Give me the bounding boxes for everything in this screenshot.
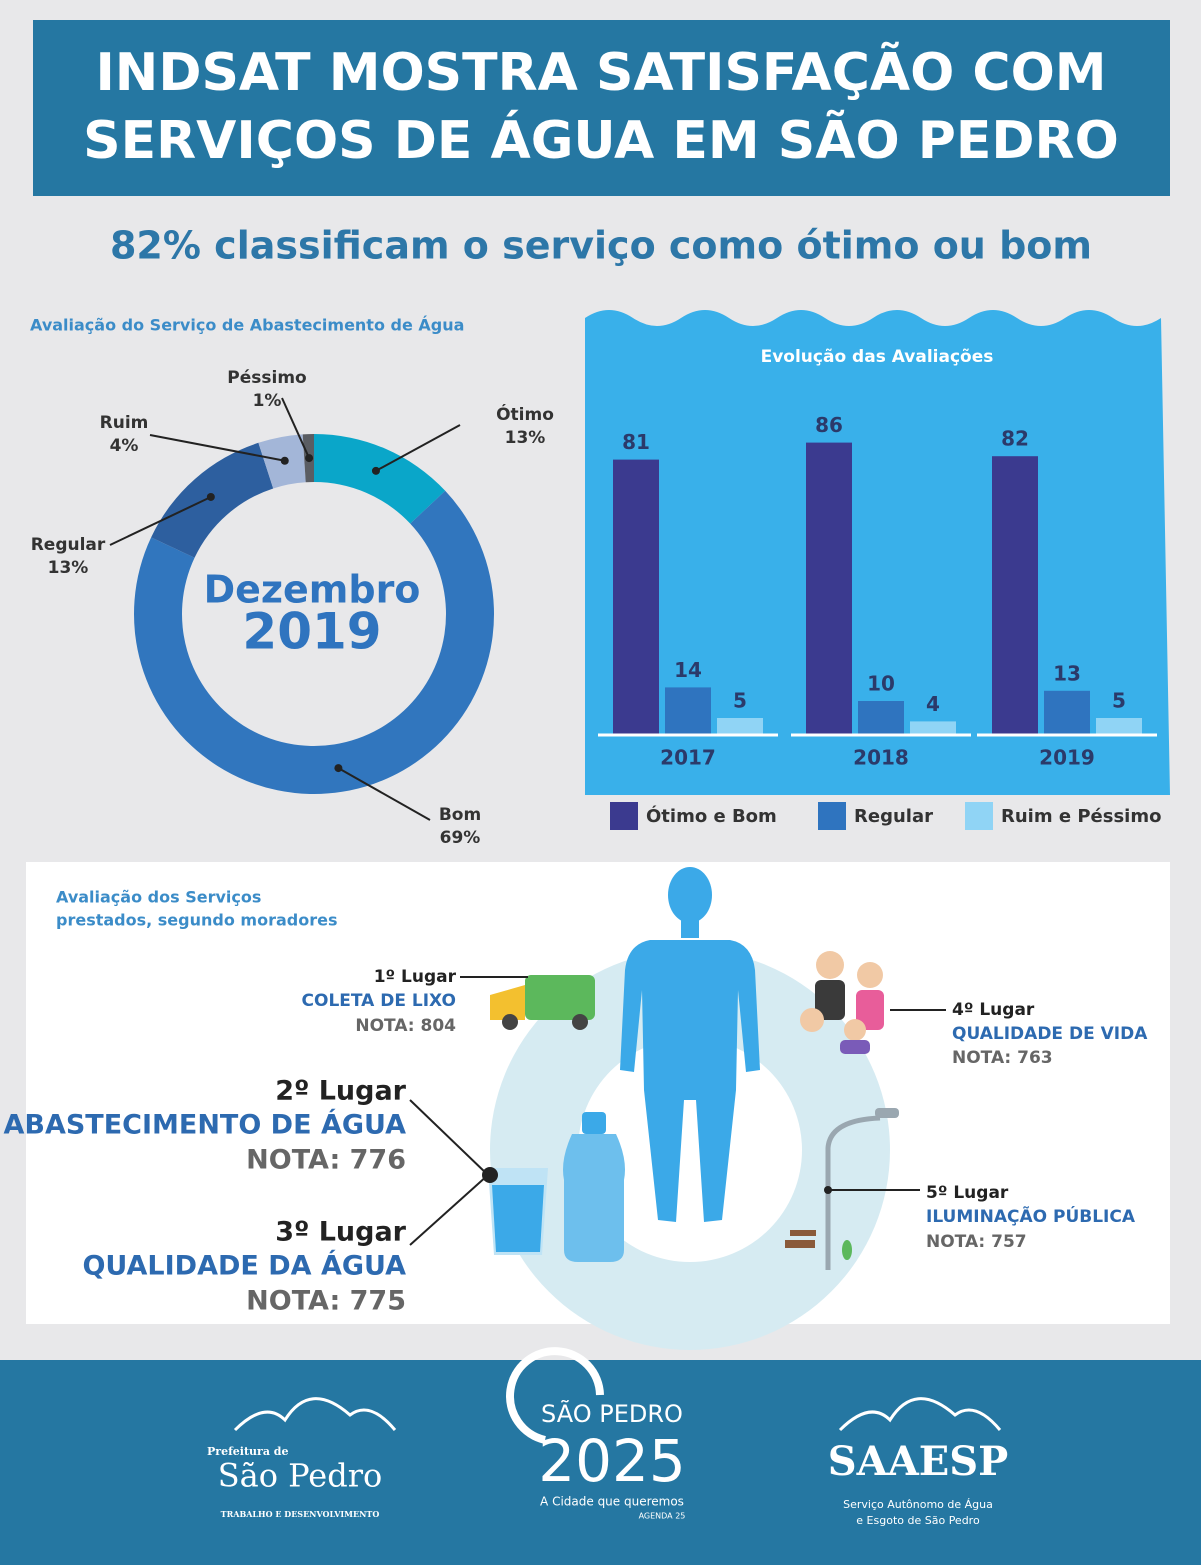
truck-icon xyxy=(490,975,595,1030)
connector-dot xyxy=(824,1186,832,1194)
leader-line xyxy=(109,496,212,546)
bar-value: 13 xyxy=(1053,661,1081,685)
donut-slice xyxy=(134,490,495,794)
family-icon xyxy=(800,951,884,1054)
rank-service: QUALIDADE DA ÁGUA xyxy=(82,1250,406,1282)
rank-place: 2º Lugar xyxy=(275,1076,406,1107)
donut-center: 2019 xyxy=(242,603,381,661)
legend-swatch xyxy=(610,802,638,830)
bar-value: 82 xyxy=(1001,427,1029,451)
bar xyxy=(858,701,904,735)
slice-value: 69% xyxy=(440,828,481,848)
legend-label: Ótimo e Bom xyxy=(646,805,777,827)
bar xyxy=(613,459,659,735)
bar-value: 4 xyxy=(926,692,940,716)
rank-place: 4º Lugar xyxy=(952,1000,1035,1020)
slice-label: Bom xyxy=(439,805,481,825)
rank-service: QUALIDADE DE VIDA xyxy=(952,1024,1148,1044)
rank-service: ILUMINAÇÃO PÚBLICA xyxy=(926,1204,1136,1227)
bar-value: 5 xyxy=(733,689,747,713)
rank-service: ABASTECIMENTO DE ÁGUA xyxy=(3,1109,406,1141)
logo-text: SAAESP xyxy=(828,1438,1008,1485)
bar xyxy=(665,687,711,735)
logo-text: AGENDA 25 xyxy=(639,1512,686,1521)
rank-score: NOTA: 757 xyxy=(926,1232,1027,1252)
bar-value: 14 xyxy=(674,658,702,682)
bar xyxy=(717,718,763,735)
rank-score: NOTA: 776 xyxy=(246,1145,406,1176)
rank-service: COLETA DE LIXO xyxy=(302,991,456,1011)
water-icons xyxy=(488,1112,625,1262)
bar-value: 5 xyxy=(1112,689,1126,713)
logo-lines xyxy=(233,1347,1002,1444)
logo-text: São Pedro xyxy=(218,1457,383,1495)
lamp-icon xyxy=(785,1108,899,1270)
person-figure xyxy=(620,867,760,1222)
header-band xyxy=(33,20,1170,196)
connector-dot xyxy=(482,1167,498,1183)
x-tick-label: 2018 xyxy=(853,746,909,770)
donut-slice xyxy=(314,434,446,524)
subtitle: 82% classificam o serviço como ótimo ou … xyxy=(110,224,1092,268)
bar-title: Evolução das Avaliações xyxy=(761,347,994,367)
x-tick-label: 2017 xyxy=(660,746,716,770)
legend-swatch xyxy=(818,802,846,830)
bar-value: 86 xyxy=(815,413,843,437)
leader-line xyxy=(337,767,431,821)
rank-score: NOTA: 804 xyxy=(355,1016,456,1036)
rank-score: NOTA: 775 xyxy=(246,1286,406,1317)
leader-dot xyxy=(206,492,215,501)
leader-line xyxy=(149,434,285,462)
legend-swatch xyxy=(965,802,993,830)
title-line: INDSAT MOSTRA SATISFAÇÃO COM xyxy=(95,42,1106,103)
legend-label: Regular xyxy=(854,806,933,827)
slice-label: Ótimo xyxy=(496,403,554,425)
ranking-title: prestados, segundo moradores xyxy=(56,911,337,930)
leader-dot xyxy=(280,456,289,465)
bar-value: 10 xyxy=(867,672,895,696)
slice-label: Péssimo xyxy=(227,368,306,388)
connectors xyxy=(409,976,946,1246)
leader-dot xyxy=(305,454,314,463)
bar xyxy=(992,456,1038,735)
logo-text: SÃO PEDRO xyxy=(541,1398,683,1428)
bar xyxy=(910,721,956,735)
logo-text: e Esgoto de São Pedro xyxy=(856,1514,980,1527)
leader-dot xyxy=(334,764,343,773)
donut-center: Dezembro xyxy=(204,568,421,612)
logo-text: Prefeitura de xyxy=(207,1445,289,1458)
leader-dot xyxy=(371,466,380,475)
donut-title: Avaliação do Serviço de Abastecimento de… xyxy=(30,316,464,335)
slice-value: 1% xyxy=(253,391,282,411)
rank-score: NOTA: 763 xyxy=(952,1048,1053,1068)
bar xyxy=(1044,690,1090,735)
logo-text: Serviço Autônomo de Água xyxy=(843,1498,993,1511)
slice-value: 13% xyxy=(505,428,546,448)
rank-place: 3º Lugar xyxy=(275,1217,406,1248)
slice-label: Regular xyxy=(31,535,106,555)
slice-value: 4% xyxy=(110,436,139,456)
logo-text: A Cidade que queremos xyxy=(540,1495,684,1509)
ranking-title: Avaliação dos Serviços xyxy=(56,888,261,907)
logo-text: 2025 xyxy=(538,1427,686,1495)
leader-line xyxy=(281,397,311,459)
bar xyxy=(806,442,852,735)
bar-value: 81 xyxy=(622,430,650,454)
leader-line xyxy=(375,424,461,472)
ring-hole xyxy=(578,1038,802,1262)
title-line: SERVIÇOS DE ÁGUA EM SÃO PEDRO xyxy=(83,110,1119,171)
rank-place: 1º Lugar xyxy=(374,967,457,987)
logo-text: TRABALHO E DESENVOLVIMENTO xyxy=(221,1509,380,1519)
rank-place: 5º Lugar xyxy=(926,1183,1009,1203)
slice-label: Ruim xyxy=(100,413,149,433)
bar xyxy=(1096,718,1142,735)
slice-value: 13% xyxy=(48,558,89,578)
legend-label: Ruim e Péssimo xyxy=(1001,806,1161,827)
x-tick-label: 2019 xyxy=(1039,746,1095,770)
